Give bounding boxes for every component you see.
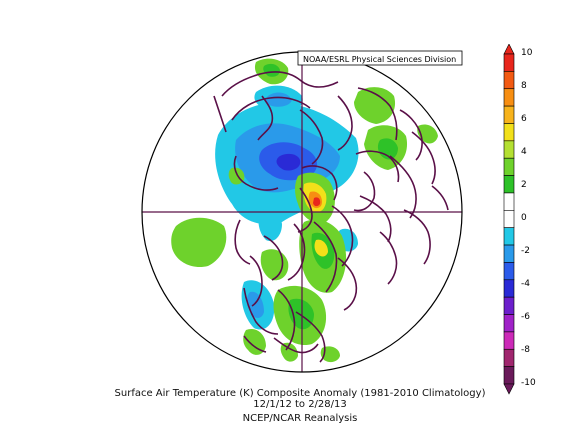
colorbar-tick-label: -4: [521, 279, 530, 289]
colorbar-tick-label: 4: [521, 147, 527, 157]
colorbar-cell: [503, 314, 515, 333]
colorbar-top-arrow: [503, 44, 515, 55]
colorbar-cell: [503, 244, 515, 263]
coastlines: [213, 71, 449, 363]
caption-source: NCEP/NCAR Reanalysis: [242, 413, 358, 424]
warm-anomaly-greenland-yellow: [314, 239, 328, 257]
colorbar-tick-label: 6: [521, 114, 527, 124]
cold-anomaly-north-deep: [265, 92, 292, 107]
warm-anomaly-canada-west: [260, 249, 289, 281]
caption-dates: 12/1/12 to 2/28/13: [253, 399, 347, 410]
colorbar-cell: [503, 123, 515, 142]
colorbar-cell: [503, 210, 515, 228]
warm-anomaly-caribbean: [280, 342, 298, 362]
colorbar-cell: [503, 140, 515, 159]
colorbar-cell: [503, 331, 515, 350]
colorbar-cell: [503, 279, 515, 298]
colorbar-cell: [503, 71, 515, 90]
colorbar-cell: [503, 192, 515, 211]
credit-box: [297, 50, 463, 66]
colorbar-tick-label: -2: [521, 246, 530, 256]
cold-anomaly-greenland-strip: [258, 208, 282, 242]
colorbar-tick-label: -6: [521, 312, 530, 322]
colorbar-cell: [503, 227, 515, 246]
warm-anomaly-barents-red: [313, 197, 321, 207]
colorbar-tick-label: 0: [521, 213, 527, 223]
colorbar-cell: [503, 262, 515, 281]
warm-anomaly-pacific: [171, 217, 227, 268]
warm-anomaly-us-southwest: [243, 328, 266, 355]
cold-anomaly-core-2: [276, 153, 301, 171]
colorbar-tick-label: 8: [521, 81, 527, 91]
caption-title: Surface Air Temperature (K) Composite An…: [114, 388, 486, 399]
colorbar-cell: [503, 175, 515, 194]
colorbar-tick-label: -8: [521, 345, 530, 355]
colorbar-cell: [503, 348, 515, 367]
colorbar-cell: [503, 366, 515, 385]
colorbar-tick-label: 2: [521, 180, 527, 190]
colorbar-cell: [503, 105, 515, 124]
colorbar-tick-label: 10: [521, 48, 533, 58]
colorbar-cell: [503, 157, 515, 176]
colorbar-cell: [503, 296, 515, 315]
credit-label: NOAA/ESRL Physical Sciences Division: [303, 55, 457, 64]
colorbar-tick-label: -10: [521, 378, 536, 388]
warm-anomaly-scandinavia-deep: [263, 63, 280, 77]
colorbar: [503, 44, 515, 395]
colorbar-bottom-arrow: [503, 383, 515, 395]
warm-anomaly-north-atlantic: [354, 87, 396, 124]
colorbar-cell: [503, 88, 515, 107]
colorbar-cell: [503, 53, 515, 72]
